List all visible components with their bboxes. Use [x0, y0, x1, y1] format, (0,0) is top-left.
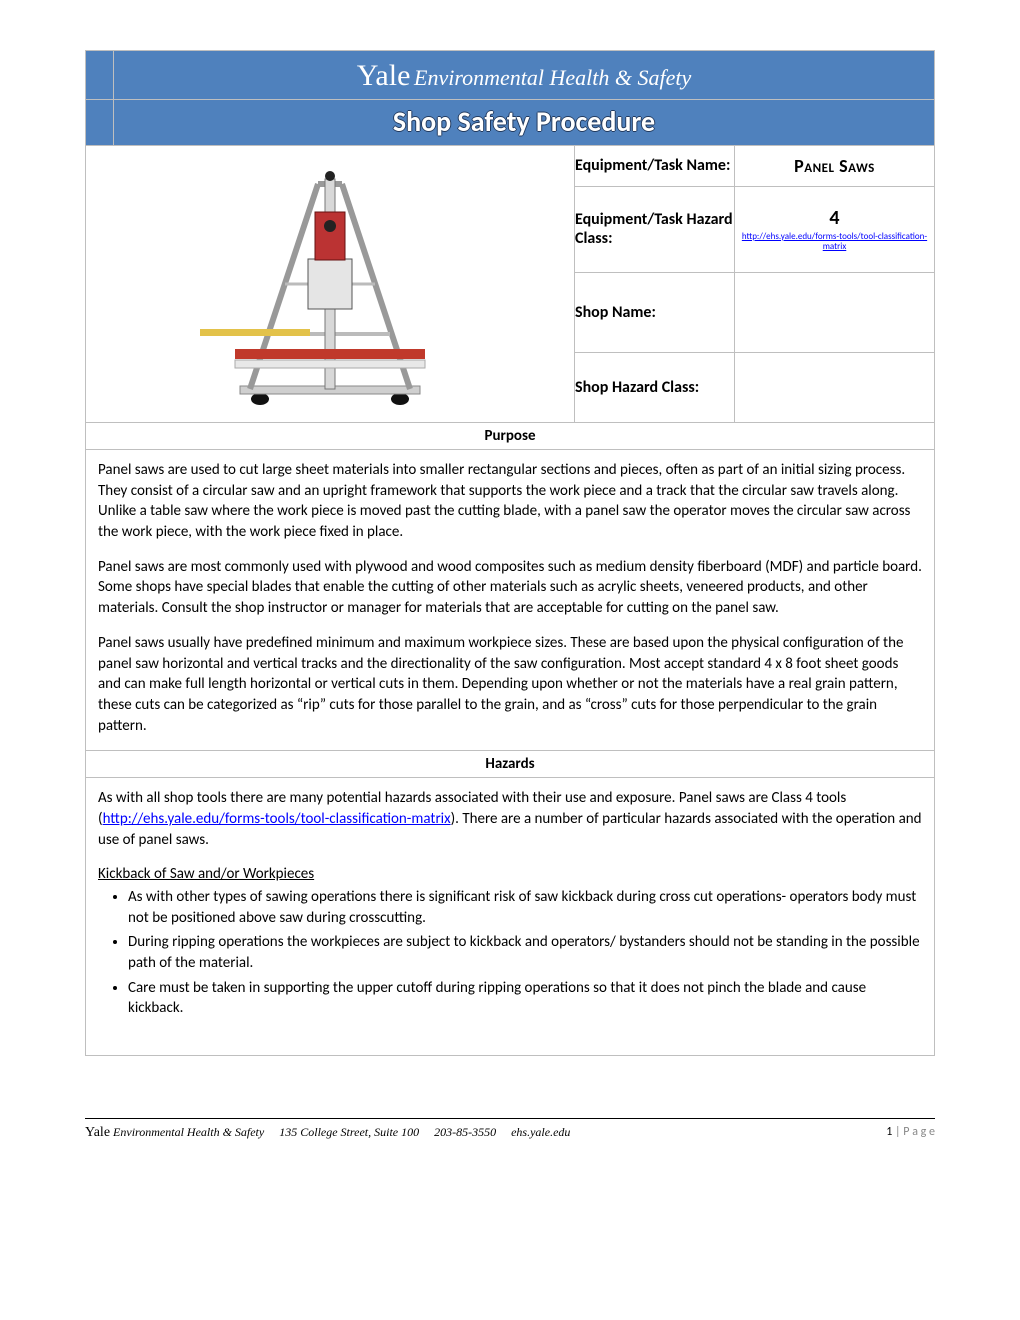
- hazards-intro: As with all shop tools there are many po…: [98, 788, 922, 850]
- header-strip-2: [86, 100, 114, 146]
- header-org: Yale Environmental Health & Safety: [114, 51, 935, 100]
- purpose-p3: Panel saws usually have predefined minim…: [98, 633, 922, 736]
- document-title: Shop Safety Procedure: [114, 100, 935, 146]
- hazards-bullet-2: During ripping operations the workpieces…: [128, 932, 922, 973]
- equip-name-value: Panel Saws: [735, 146, 935, 187]
- panel-saw-image: [200, 154, 460, 414]
- purpose-body: Panel saws are used to cut large sheet m…: [86, 450, 935, 751]
- page-label: | P a g e: [892, 1125, 935, 1139]
- footer-right: 1 | P a g e: [886, 1125, 935, 1141]
- footer-address: 135 College Street, Suite 100: [279, 1125, 419, 1139]
- shop-name-value: [735, 273, 935, 353]
- equip-hazard-value: 4 http://ehs.yale.edu/forms-tools/tool-c…: [735, 186, 935, 272]
- equip-name-text: Panel Saws: [735, 155, 934, 177]
- shop-hazard-label: Shop Hazard Class:: [575, 353, 735, 423]
- shop-hazard-value: [735, 353, 935, 423]
- hazards-bullet-3: Care must be taken in supporting the upp…: [128, 978, 922, 1019]
- hazard-number: 4: [735, 206, 934, 230]
- footer-ehs: Environmental Health & Safety: [113, 1125, 264, 1139]
- yale-wordmark: Yale: [357, 59, 411, 92]
- hazard-class-link[interactable]: http://ehs.yale.edu/forms-tools/tool-cla…: [735, 232, 934, 254]
- footer-phone: 203-85-3550: [434, 1125, 496, 1139]
- equip-name-label: Equipment/Task Name:: [575, 146, 735, 187]
- purpose-p1: Panel saws are used to cut large sheet m…: [98, 460, 922, 543]
- hazards-list: As with other types of sawing operations…: [128, 887, 922, 1019]
- hazards-heading: Hazards: [86, 751, 935, 778]
- shop-name-label: Shop Name:: [575, 273, 735, 353]
- spacer: [98, 1023, 922, 1041]
- hazards-subheading: Kickback of Saw and/or Workpieces: [98, 864, 922, 885]
- footer-url: ehs.yale.edu: [511, 1125, 570, 1139]
- hazards-bullet-1: As with other types of sawing operations…: [128, 887, 922, 928]
- header-strip: [86, 51, 114, 100]
- footer-left: Yale Environmental Health & Safety 135 C…: [85, 1125, 570, 1141]
- document-table: Yale Environmental Health & Safety Shop …: [85, 50, 935, 1056]
- purpose-p2: Panel saws are most commonly used with p…: [98, 557, 922, 619]
- page-footer: Yale Environmental Health & Safety 135 C…: [85, 1118, 935, 1141]
- purpose-heading: Purpose: [86, 423, 935, 450]
- hazards-intro-link[interactable]: http://ehs.yale.edu/forms-tools/tool-cla…: [103, 810, 451, 828]
- equipment-image-cell: [86, 146, 575, 423]
- footer-yale: Yale: [85, 1125, 110, 1140]
- ehs-subtitle: Environmental Health & Safety: [414, 65, 691, 90]
- equip-hazard-label: Equipment/Task Hazard Class:: [575, 186, 735, 272]
- hazards-body: As with all shop tools there are many po…: [86, 778, 935, 1056]
